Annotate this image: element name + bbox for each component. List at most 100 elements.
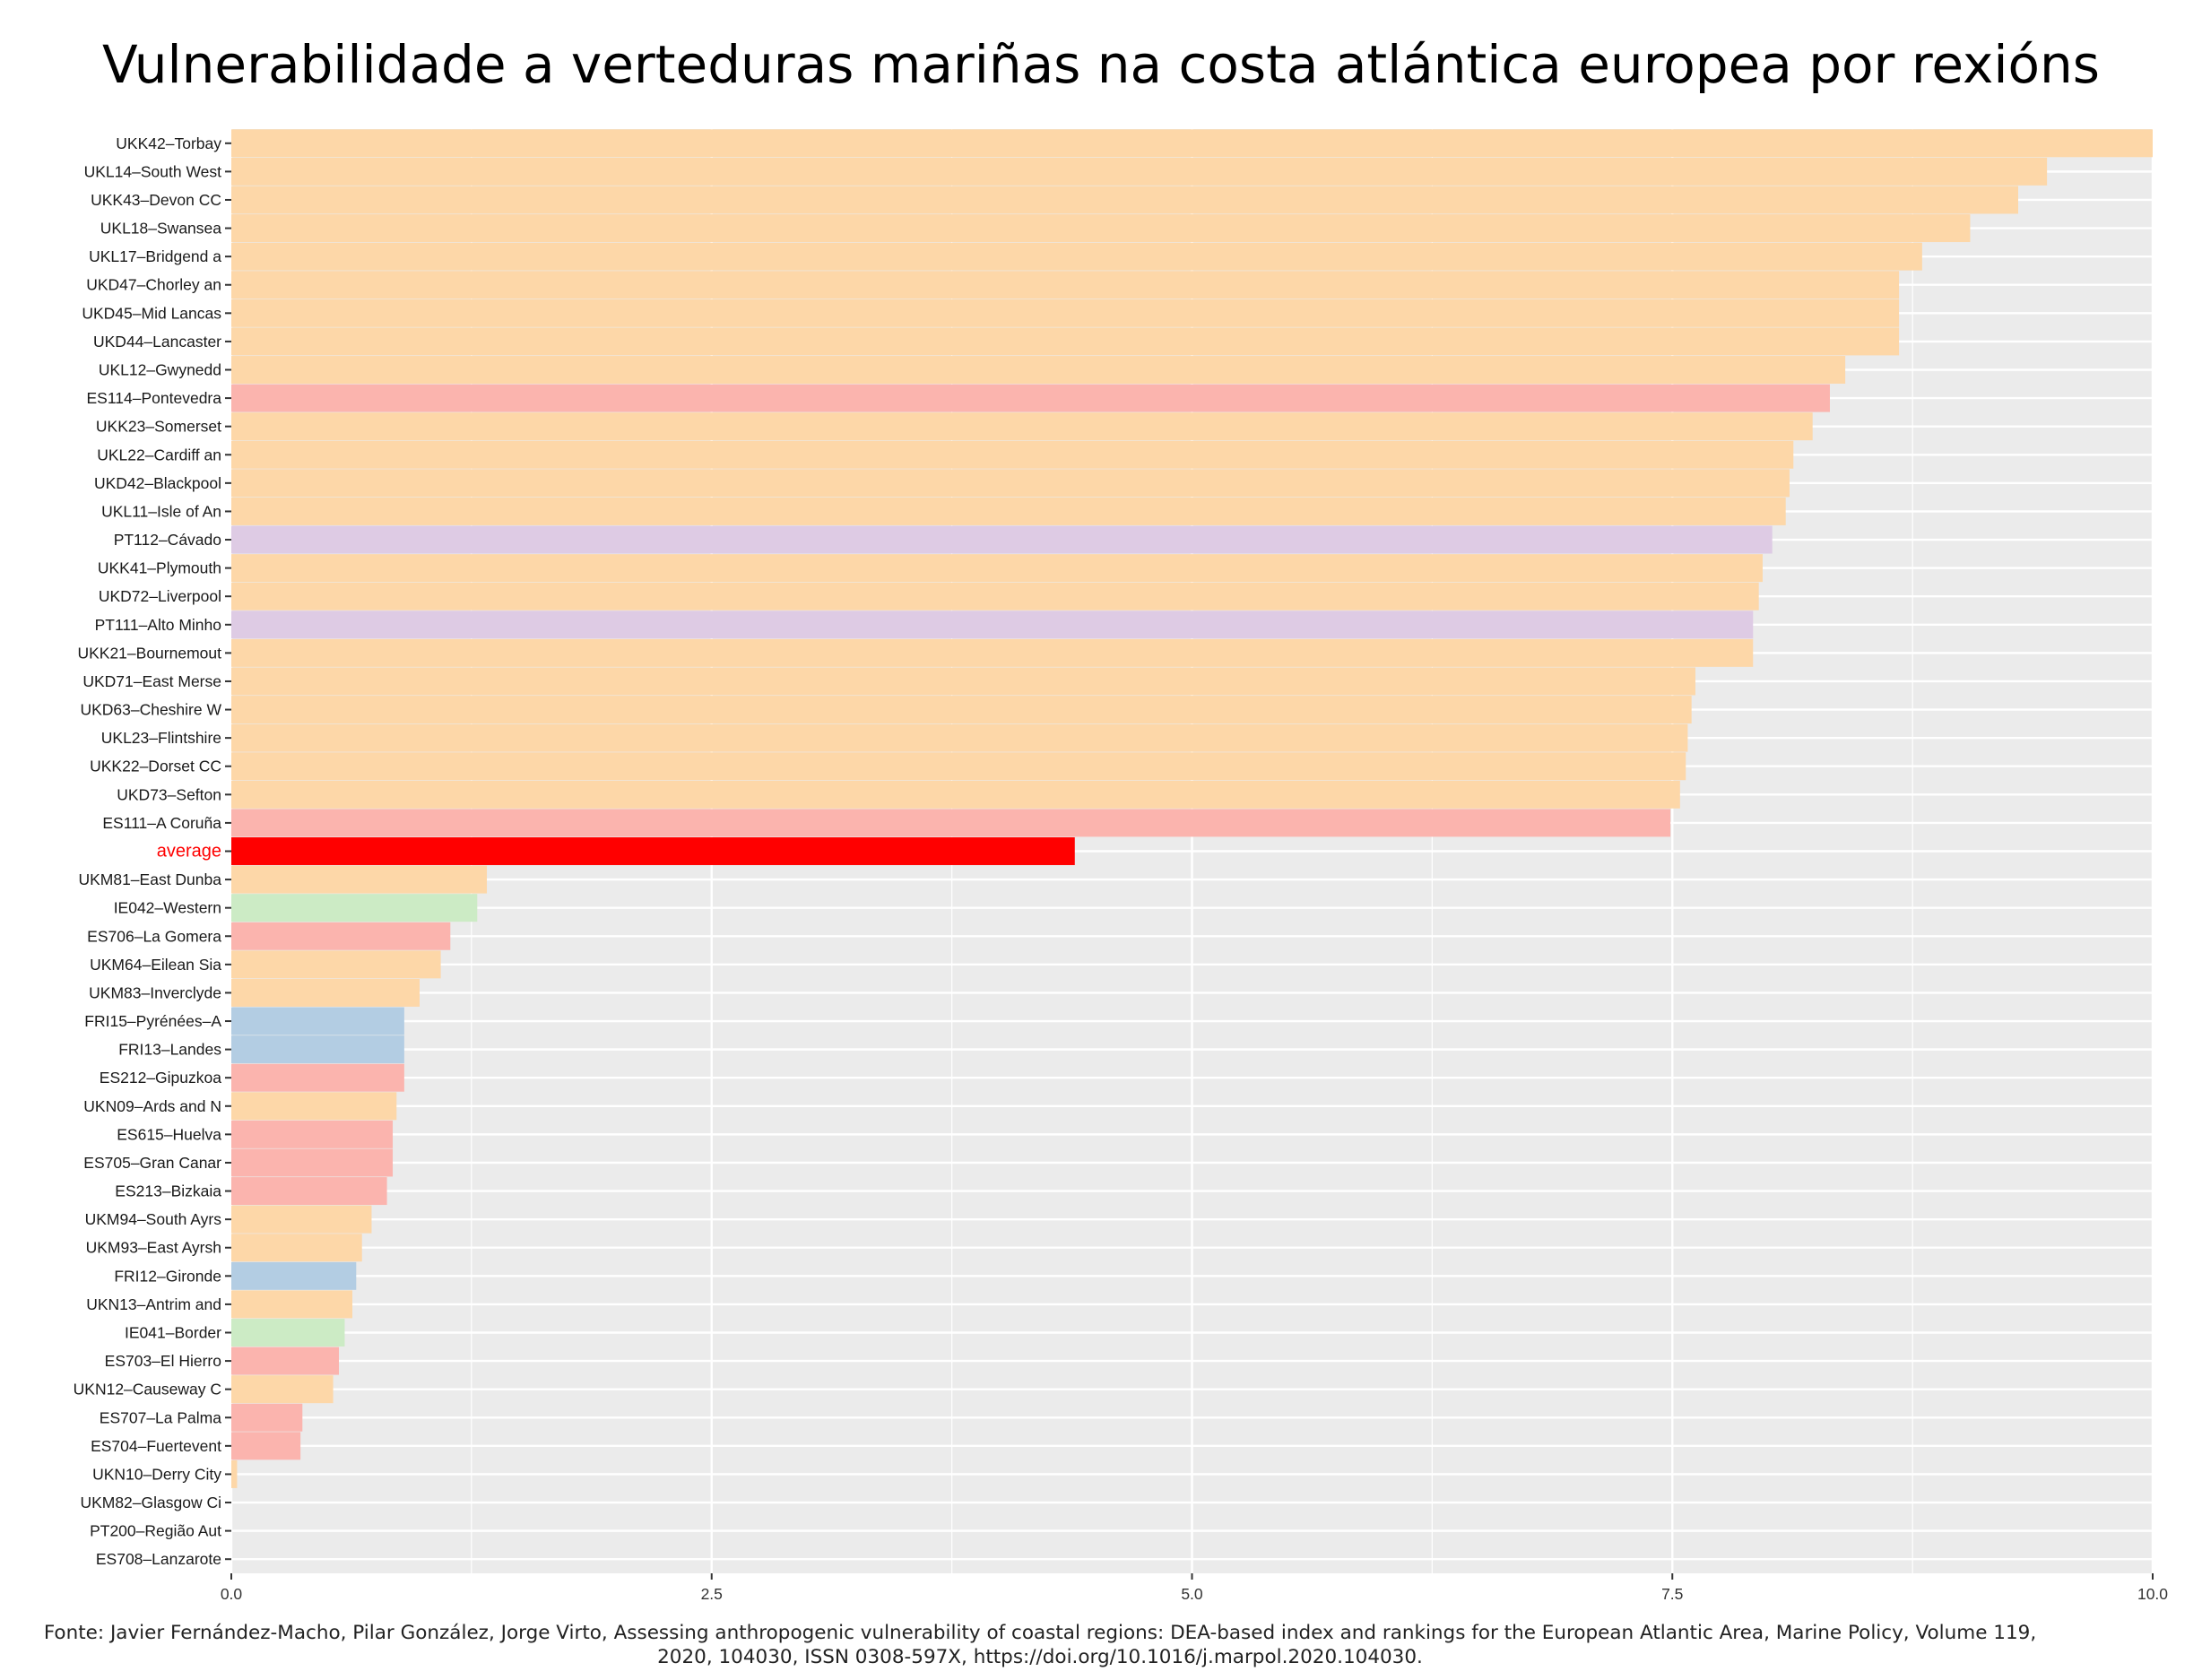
category-label: UKD42–Blackpool — [94, 474, 221, 492]
category-label: ES114–Pontevedra — [87, 389, 222, 407]
category-label: UKK22–Dorset CC — [90, 758, 221, 775]
bar — [231, 469, 1790, 498]
category-label: UKM94–South Ayrs — [85, 1210, 222, 1228]
x-tick-label: 0.0 — [221, 1585, 243, 1603]
x-tick-label: 2.5 — [701, 1585, 723, 1603]
bars — [231, 129, 2153, 1488]
bar — [231, 837, 1075, 865]
bar — [231, 497, 1786, 525]
bar — [231, 525, 1773, 554]
bar — [231, 582, 1759, 611]
bar — [231, 752, 1686, 781]
category-label: UKM83–Inverclyde — [89, 983, 221, 1001]
category-label: UKK21–Bournemout — [77, 644, 221, 662]
bar — [231, 865, 488, 894]
category-label: ES708–Lanzarote — [96, 1550, 221, 1568]
bar — [231, 950, 441, 979]
bar — [231, 1234, 362, 1262]
category-label: UKK43–Devon CC — [91, 191, 221, 209]
x-tick-label: 10.0 — [2137, 1585, 2168, 1603]
bar — [231, 922, 451, 950]
category-label: UKL14–South West — [84, 162, 222, 180]
bar — [231, 638, 1754, 667]
category-label: FRI13–Landes — [118, 1041, 221, 1059]
bar — [231, 1290, 353, 1319]
category-label: UKM93–East Ayrsh — [86, 1239, 221, 1257]
category-label: ES705–Gran Canar — [83, 1154, 221, 1172]
bar — [231, 327, 1900, 356]
bar — [231, 1148, 394, 1177]
x-tick-label: 7.5 — [1661, 1585, 1683, 1603]
category-label: ES212–Gipuzkoa — [100, 1069, 221, 1087]
category-label: ES707–La Palma — [100, 1408, 221, 1426]
category-label: UKK23–Somerset — [96, 418, 221, 436]
bar — [231, 1120, 394, 1148]
category-label: UKN10–Derry City — [92, 1465, 221, 1483]
category-label: UKL12–Gwynedd — [99, 361, 221, 379]
bar — [231, 214, 1971, 243]
category-label: UKK41–Plymouth — [98, 559, 221, 577]
category-label: FRI15–Pyrénées–A — [84, 1012, 221, 1030]
category-label: UKN09–Ards and N — [83, 1097, 221, 1115]
bar — [231, 299, 1900, 327]
category-label: UKM64–Eilean Sia — [90, 956, 221, 974]
bar — [231, 1319, 345, 1347]
category-label: UKD47–Chorley an — [86, 276, 221, 294]
bar — [231, 780, 1680, 809]
bar — [231, 1063, 404, 1092]
bar — [231, 1375, 334, 1404]
bar — [231, 1459, 238, 1488]
category-label: UKL23–Flintshire — [101, 729, 221, 747]
bar — [231, 696, 1692, 724]
category-label: UKL11–Isle of An — [101, 502, 221, 520]
x-axis: 0.0 2.5 5.0 7.5 10.0 — [221, 1573, 2168, 1603]
category-label: ES111–A Coruña — [102, 814, 221, 832]
category-label: ES704–Fuertevent — [91, 1437, 221, 1455]
bar — [231, 129, 2153, 158]
bar — [231, 1205, 372, 1234]
category-label: ES615–Huelva — [117, 1125, 221, 1143]
source-note: Fonte: Javier Fernández-Macho, Pilar Gon… — [43, 1622, 2037, 1668]
bar — [231, 1035, 404, 1064]
category-label: average — [157, 842, 221, 862]
bar — [231, 667, 1695, 696]
category-label: UKD71–East Merse — [82, 672, 221, 690]
category-label: UKL22–Cardiff an — [97, 446, 221, 463]
category-label: PT111–Alto Minho — [95, 616, 221, 634]
category-label: UKK42–Torbay — [116, 134, 221, 152]
category-label: UKD63–Cheshire W — [80, 701, 221, 719]
category-label: UKL18–Swansea — [100, 220, 221, 238]
category-label: ES213–Bizkaia — [115, 1182, 221, 1200]
bar — [231, 1092, 397, 1121]
category-label: PT112–Cávado — [114, 531, 221, 549]
bar — [231, 412, 1813, 441]
bar — [231, 356, 1846, 384]
category-label: UKD73–Sefton — [117, 785, 221, 803]
category-label: FRI12–Gironde — [114, 1267, 221, 1285]
bar — [231, 1007, 404, 1035]
bar — [231, 157, 2048, 186]
bar — [231, 894, 478, 922]
category-label: IE042–Western — [114, 899, 221, 917]
bar — [231, 1177, 387, 1206]
bar — [231, 554, 1763, 583]
category-label: UKN12–Causeway C — [74, 1381, 221, 1399]
category-label: UKD44–Lancaster — [93, 333, 221, 351]
bar — [231, 271, 1900, 299]
bar — [231, 978, 420, 1007]
category-label: UKL17–Bridgend a — [89, 247, 221, 265]
category-label: UKD72–Liverpool — [99, 587, 221, 605]
bar — [231, 384, 1830, 412]
x-tick-label: 5.0 — [1181, 1585, 1203, 1603]
category-labels: UKK42–Torbay UKL14–South West UKK43–Devon … — [74, 134, 231, 1568]
bar — [231, 611, 1754, 639]
category-label: ES706–La Gomera — [87, 927, 221, 945]
category-label: ES703–El Hierro — [105, 1352, 221, 1370]
category-label: PT200–Região Aut — [90, 1522, 221, 1540]
category-label: IE041–Border — [125, 1324, 221, 1342]
bar — [231, 1432, 301, 1460]
category-label: UKN13–Antrim and — [86, 1295, 221, 1313]
bar — [231, 1347, 340, 1375]
bar — [231, 723, 1688, 752]
